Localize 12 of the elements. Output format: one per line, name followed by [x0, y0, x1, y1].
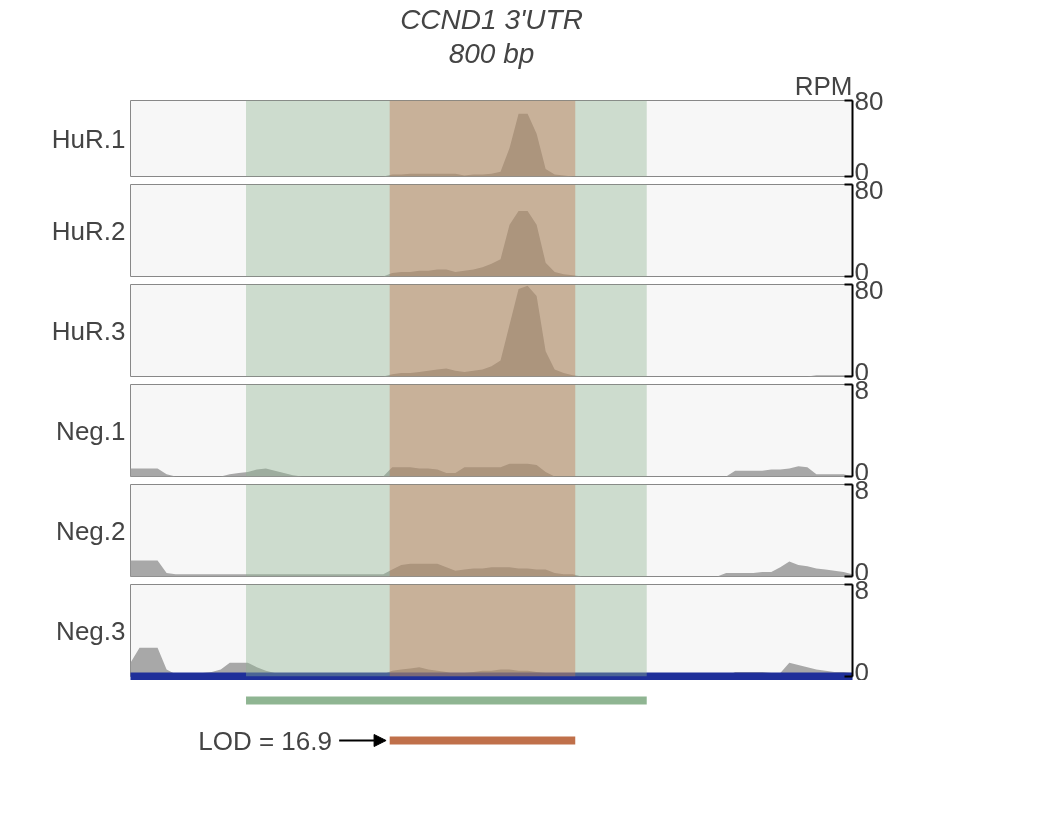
y-axis-title: Neg.1 — [56, 415, 126, 446]
y-axis-title: HuR.3 — [51, 315, 126, 346]
y-tick-label: 0 — [854, 656, 869, 687]
y-axis-title: Neg.3 — [56, 615, 126, 646]
y-axis-title: Neg.2 — [56, 515, 126, 546]
annotation: RPM — [794, 70, 853, 101]
chart-title: CCND1 3'UTR — [400, 3, 583, 35]
y-axis-title: HuR.2 — [51, 215, 126, 246]
chart-subtitle: 800 bp — [448, 37, 535, 69]
y-axis-title: HuR.1 — [51, 123, 126, 154]
y-tick-label: 80 — [854, 85, 884, 116]
text: LOD = 16.9 — [198, 725, 332, 756]
